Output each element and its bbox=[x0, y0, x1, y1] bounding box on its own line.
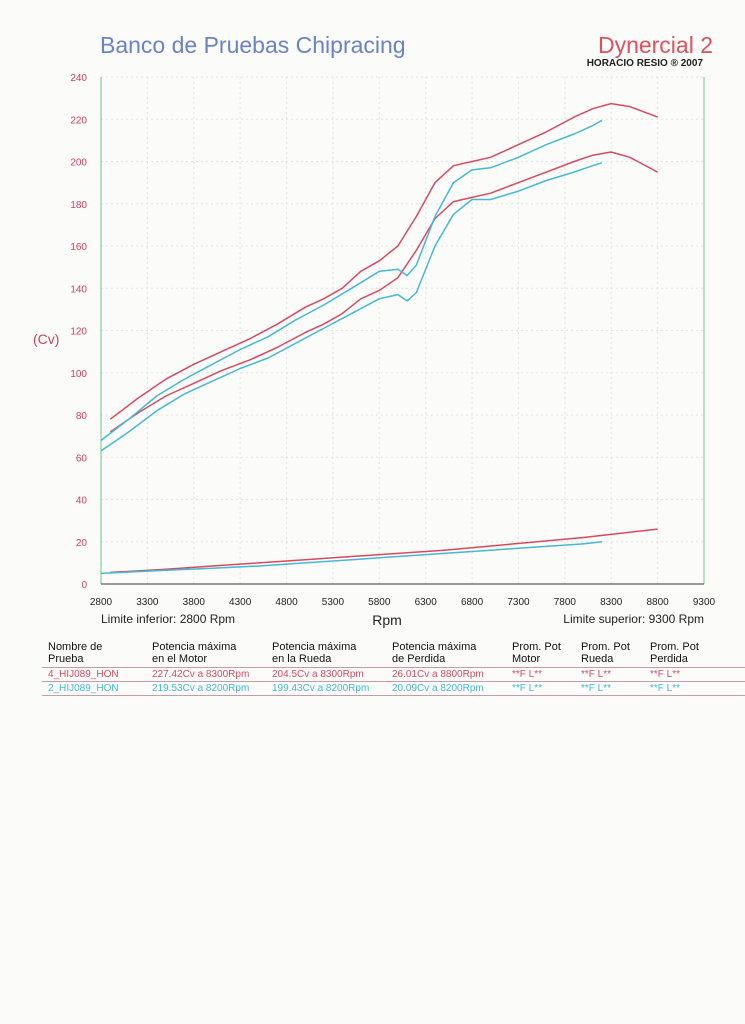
y-ticks: 0 20 40 60 80 100 120 140 160 180 200 220 240 bbox=[70, 73, 87, 591]
cell-rueda: 199.43Cv a 8200Rpm bbox=[266, 681, 386, 696]
x-tick-label: 7300 bbox=[507, 597, 530, 608]
lower-limit: Limite inferior: 2800 Rpm bbox=[101, 612, 236, 626]
y-tick-label: 60 bbox=[76, 453, 88, 464]
table-header-row: Nombre de Prueba Potencia máxima en el Mot… bbox=[42, 641, 745, 668]
y-tick-label: 120 bbox=[70, 327, 87, 338]
y-tick-label: 180 bbox=[70, 200, 87, 211]
y-tick-label: 80 bbox=[76, 411, 88, 422]
y-tick-label: 160 bbox=[70, 242, 87, 253]
x-tick-label: 8300 bbox=[600, 597, 623, 608]
y-tick-label: 100 bbox=[70, 369, 87, 380]
y-tick-label: 200 bbox=[70, 158, 87, 169]
y-tick-label: 20 bbox=[76, 538, 88, 549]
y-tick-label: 40 bbox=[76, 496, 88, 507]
brand-subtitle: HORACIO RESIO ® 2007 bbox=[586, 58, 703, 69]
chart-axes bbox=[100, 77, 705, 585]
header-rueda: Potencia máxima en la Rueda bbox=[266, 641, 386, 668]
brand-name: Dynercial 2 bbox=[597, 32, 713, 58]
y-tick-label: 240 bbox=[70, 73, 87, 84]
x-tick-label: 8800 bbox=[646, 597, 669, 608]
x-tick-label: 3300 bbox=[136, 597, 159, 608]
x-axis-label: Rpm bbox=[372, 612, 402, 628]
x-tick-label: 2800 bbox=[90, 597, 113, 608]
table-row: 2_HIJ089_HON 219.53Cv a 8200Rpm 199.43Cv… bbox=[42, 681, 745, 696]
cell-perdida: 26.01Cv a 8800Rpm bbox=[386, 667, 506, 682]
x-tick-label: 5300 bbox=[322, 597, 345, 608]
header-prom-motor: Prom. Pot Motor bbox=[506, 641, 575, 668]
cell-rueda: 204.5Cv a 8300Rpm bbox=[266, 667, 386, 682]
cell-prom-perdida: **F L** bbox=[644, 681, 745, 696]
cell-name: 2_HIJ089_HON bbox=[42, 681, 146, 696]
y-tick-label: 220 bbox=[70, 115, 87, 126]
cell-prom-perdida: **F L** bbox=[644, 667, 745, 682]
y-tick-label: 0 bbox=[81, 580, 87, 591]
results-table: Nombre de Prueba Potencia máxima en el Mot… bbox=[42, 641, 745, 696]
series-line bbox=[100, 162, 603, 452]
x-tick-label: 9300 bbox=[693, 597, 716, 608]
x-tick-label: 4300 bbox=[229, 597, 252, 608]
cell-perdida: 20.09Cv a 8200Rpm bbox=[386, 681, 506, 696]
table-row: 4_HIJ089_HON 227.42Cv a 8300Rpm 204.5Cv … bbox=[42, 667, 745, 682]
cell-name: 4_HIJ089_HON bbox=[42, 667, 146, 682]
upper-limit: Limite superior: 9300 Rpm bbox=[563, 612, 704, 626]
cell-motor: 227.42Cv a 8300Rpm bbox=[146, 667, 266, 682]
x-ticks: 2800 3300 3800 4300 4800 5300 5800 6300 6800 7300… bbox=[90, 597, 716, 608]
x-tick-label: 4800 bbox=[275, 597, 298, 608]
x-tick-label: 3800 bbox=[183, 597, 206, 608]
cell-prom-motor: **F L** bbox=[506, 681, 575, 696]
cell-motor: 219.53Cv a 8200Rpm bbox=[146, 681, 266, 696]
y-tick-label: 140 bbox=[70, 284, 87, 295]
header-perdida: Potencia máxima de Perdida bbox=[386, 641, 506, 668]
chart-title: Banco de Pruebas Chipracing bbox=[100, 32, 406, 58]
x-tick-label: 5800 bbox=[368, 597, 391, 608]
header-prom-rueda: Prom. Pot Rueda bbox=[575, 641, 644, 668]
header-prom-perdida: Prom. Pot Perdida bbox=[644, 641, 745, 668]
x-tick-label: 7800 bbox=[554, 597, 577, 608]
chart-series bbox=[100, 102, 658, 575]
series-line bbox=[109, 151, 658, 433]
series-line bbox=[100, 119, 603, 441]
cell-prom-rueda: **F L** bbox=[575, 681, 644, 696]
series-line bbox=[109, 102, 658, 420]
series-line bbox=[100, 541, 603, 575]
dyno-chart: 0 20 40 60 80 100 120 140 160 180 200 220 240 2800 33… bbox=[33, 73, 716, 628]
chart-grid bbox=[101, 76, 704, 584]
y-axis-label: (Cv) bbox=[33, 331, 59, 347]
x-tick-label: 6800 bbox=[461, 597, 484, 608]
x-tick-label: 6300 bbox=[415, 597, 438, 608]
header-name: Nombre de Prueba bbox=[42, 641, 146, 668]
cell-prom-rueda: **F L** bbox=[575, 667, 644, 682]
cell-prom-motor: **F L** bbox=[506, 667, 575, 682]
header-motor: Potencia máxima en el Motor bbox=[146, 641, 266, 668]
series-line bbox=[110, 528, 658, 574]
